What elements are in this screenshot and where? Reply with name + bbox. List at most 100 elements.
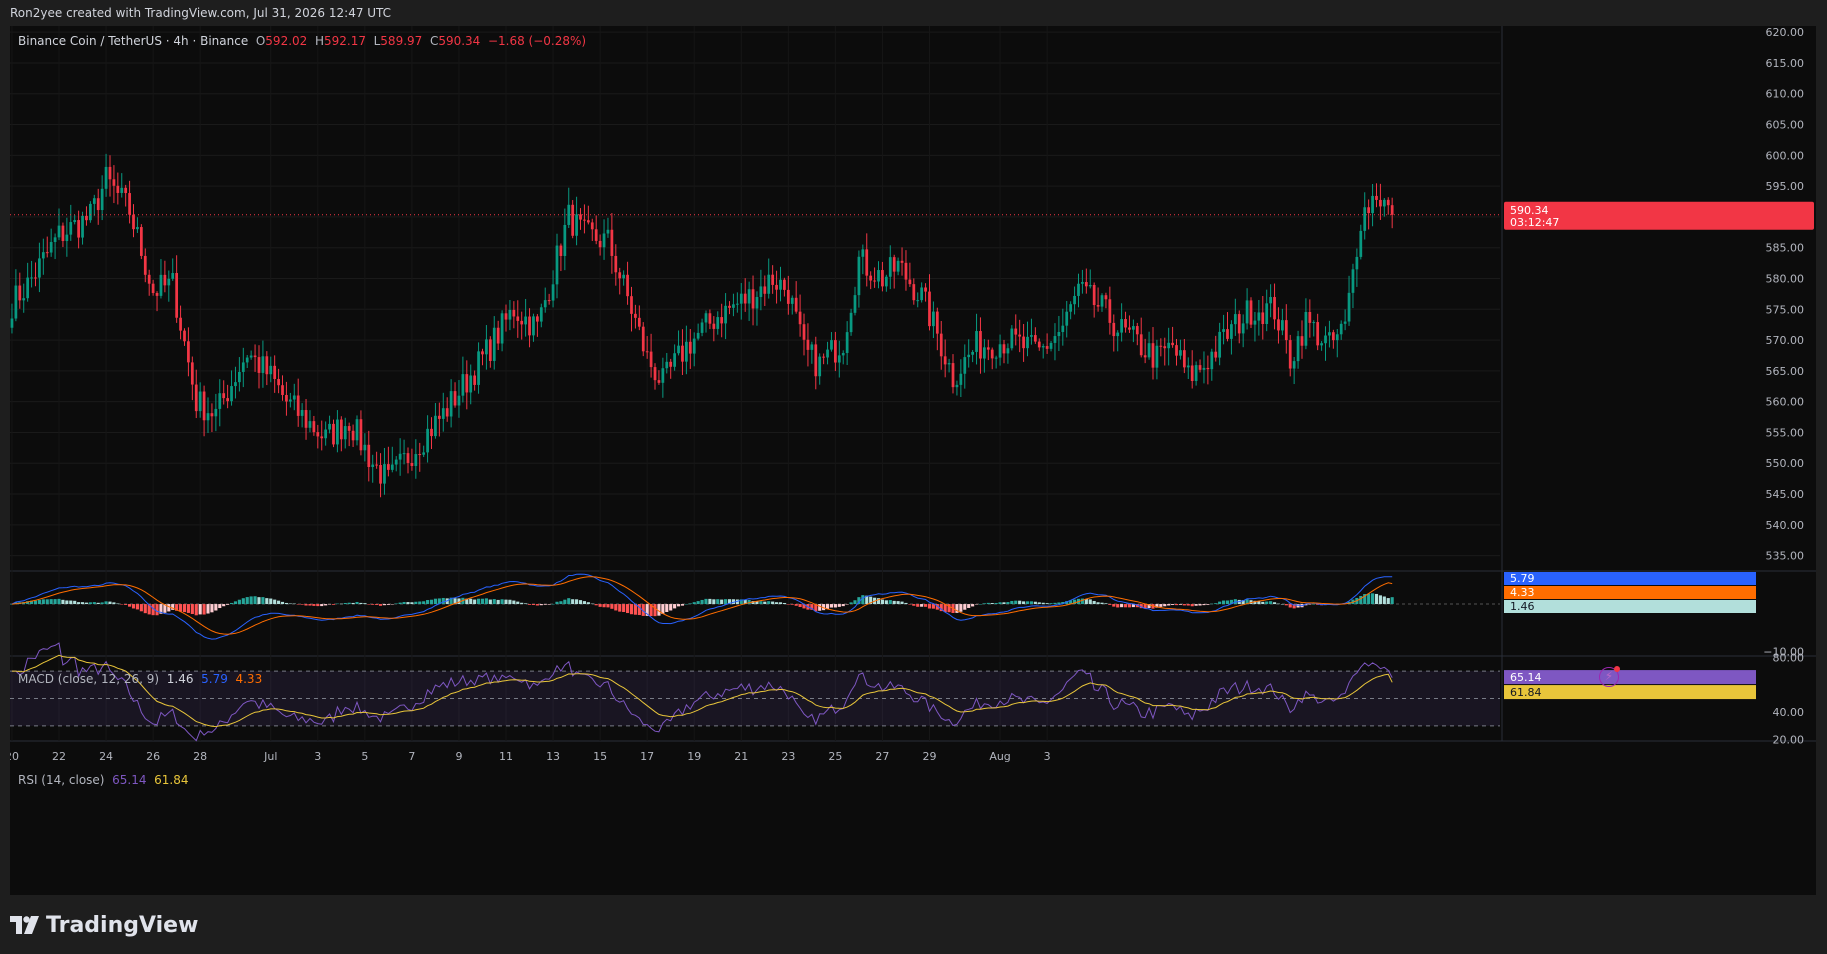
candle-body — [504, 313, 508, 320]
macd-histogram-bar — [1284, 604, 1288, 606]
macd-histogram-bar — [1143, 604, 1147, 609]
chart-area[interactable]: 620.00 615.00 610.00 605.00 600.00 595.00 590.… — [10, 26, 1816, 895]
candle-body — [1045, 346, 1049, 349]
candle-body — [1316, 322, 1320, 346]
candle-body — [347, 426, 351, 431]
candle-body — [387, 464, 390, 470]
macd-histogram-bar — [214, 604, 218, 611]
candle-body — [18, 285, 22, 301]
macd-histogram-bar — [731, 599, 736, 605]
time-tick-label: 26 — [146, 750, 160, 763]
macd-histogram-bar — [571, 599, 575, 605]
candle-body — [508, 309, 512, 320]
candle-body — [1214, 351, 1218, 358]
candle-body — [661, 368, 665, 383]
macd-histogram-bar — [641, 604, 645, 616]
macd-histogram-bar — [437, 598, 441, 605]
macd-histogram-bar — [622, 604, 626, 613]
macd-histogram-bar — [88, 602, 92, 605]
flash-icon[interactable]: ⚡ — [1599, 667, 1619, 687]
time-tick-label: 21 — [734, 750, 748, 763]
macd-histogram-bar — [29, 600, 34, 605]
macd-histogram-bar — [371, 604, 375, 605]
symbol-label[interactable]: Binance Coin / TetherUS · 4h · Binance — [18, 34, 249, 48]
macd-histogram-bar — [167, 604, 171, 612]
macd-histogram-bar — [280, 601, 285, 605]
macd-histogram-bar — [1159, 604, 1163, 607]
chart-canvas[interactable]: 620.00 615.00 610.00 605.00 600.00 595.00 590.… — [10, 26, 1816, 895]
macd-histogram-bar — [237, 599, 241, 605]
macd-histogram-bar — [45, 599, 49, 605]
macd-histogram-bar — [190, 604, 194, 614]
macd-histogram-bar — [351, 602, 355, 605]
macd-histogram-bar — [778, 602, 783, 605]
macd-histogram-bar — [818, 604, 822, 611]
macd-histogram-bar — [798, 604, 802, 608]
candle-body — [230, 386, 233, 402]
macd-histogram-bar — [1025, 601, 1030, 605]
macd-signal-line — [11, 576, 1393, 635]
macd-hist-value: 1.46 — [166, 672, 194, 686]
macd-histogram-bar — [892, 600, 896, 605]
candle-body — [520, 320, 524, 325]
candle-body — [1304, 311, 1308, 346]
candle-body — [53, 237, 57, 243]
time-tick-label: 3 — [314, 750, 321, 763]
macd-histogram-bar — [908, 604, 912, 605]
macd-histogram-bar — [1363, 594, 1367, 605]
candle-body — [559, 245, 563, 256]
tradingview-logo-icon — [10, 916, 39, 934]
macd-histogram-bar — [1069, 600, 1073, 605]
macd-axis-tag — [1504, 572, 1756, 585]
candle-body — [1022, 336, 1025, 349]
macd-histogram-bar — [1104, 603, 1108, 605]
macd-histogram-bar — [1135, 604, 1139, 608]
candle-body — [732, 304, 735, 308]
candle-body — [359, 419, 363, 451]
candle-body — [38, 258, 41, 278]
macd-histogram-bar — [1112, 604, 1116, 607]
macd-histogram-bar — [359, 602, 363, 605]
macd-legend[interactable]: MACD (close, 12, 26, 9) 1.46 5.79 4.33 — [18, 672, 262, 686]
candle-body — [1386, 199, 1390, 206]
candle-body — [873, 280, 876, 282]
candle-body — [1339, 323, 1343, 335]
candle-body — [379, 464, 382, 484]
candle-body — [665, 361, 669, 369]
price-tick-label: 620.00 — [1766, 26, 1805, 39]
candle-body — [383, 464, 386, 484]
candle-body — [116, 185, 120, 193]
macd-histogram-bar — [73, 600, 77, 605]
time-tick-label: 5 — [361, 750, 368, 763]
main-legend: Binance Coin / TetherUS · 4h · Binance O… — [18, 34, 586, 48]
tradingview-logo[interactable]: TradingView — [10, 910, 198, 940]
candle-body — [194, 384, 198, 412]
macd-histogram-bar — [1006, 602, 1010, 605]
macd-histogram-bar — [610, 604, 614, 609]
macd-histogram-bar — [1359, 595, 1363, 605]
candle-body — [959, 373, 963, 385]
macd-histogram-bar — [253, 596, 257, 605]
macd-histogram-bar — [782, 602, 786, 605]
candle-body — [324, 429, 328, 439]
candle-body — [1273, 297, 1276, 320]
macd-histogram-bar — [1241, 600, 1245, 605]
rsi-ma-line — [12, 654, 1393, 728]
rsi-legend[interactable]: RSI (14, close) 65.14 61.84 — [18, 773, 188, 787]
candle-body — [312, 421, 316, 433]
macd-histogram-bar — [288, 603, 292, 605]
macd-histogram-bar — [998, 602, 1002, 605]
macd-histogram-bar — [210, 604, 214, 613]
macd-histogram-bar — [865, 595, 869, 605]
macd-histogram-bar — [1390, 597, 1394, 605]
macd-histogram-bar — [567, 598, 571, 605]
candle-body — [445, 408, 449, 417]
macd-histogram-bar — [1382, 596, 1386, 605]
macd-histogram-bar — [963, 604, 967, 610]
macd-histogram-bar — [77, 602, 81, 605]
macd-histogram-bar — [1041, 602, 1045, 605]
macd-histogram-bar — [222, 604, 226, 607]
candle-body — [1041, 346, 1045, 348]
macd-histogram-bar — [233, 601, 238, 605]
candle-body — [747, 289, 751, 304]
